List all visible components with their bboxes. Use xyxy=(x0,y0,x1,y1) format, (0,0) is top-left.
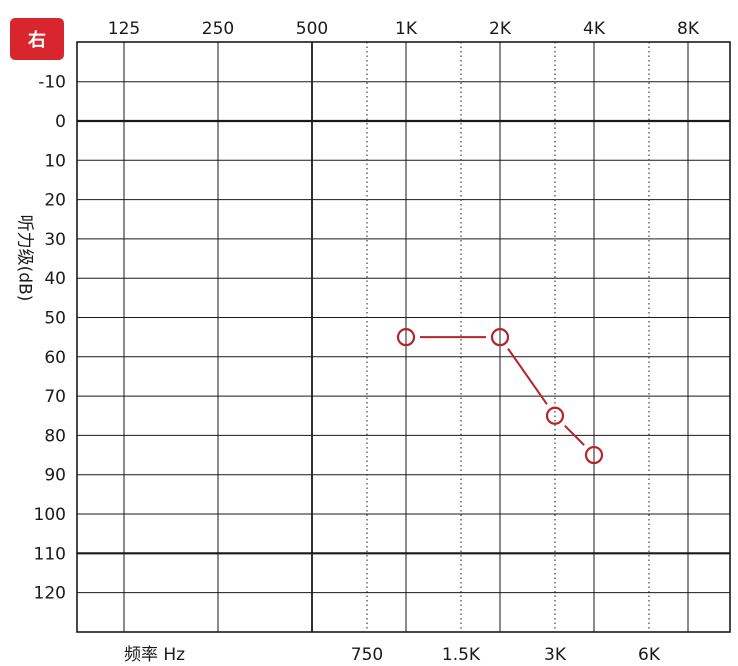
x-tick-label: 500 xyxy=(296,19,328,39)
y-tick-label: 40 xyxy=(44,269,66,289)
y-tick-label: 30 xyxy=(44,230,66,250)
x-tick-label: 1K xyxy=(395,19,418,39)
x-minor-tick-label: 1.5K xyxy=(442,645,481,665)
plot-frame xyxy=(76,41,731,633)
y-tick-label: -10 xyxy=(38,73,66,93)
x-minor-tick-label: 3K xyxy=(544,645,567,665)
x-minor-tick-label: 750 xyxy=(351,645,383,665)
y-tick-label: 100 xyxy=(34,505,66,525)
x-axis-label: 频率 Hz xyxy=(124,645,186,665)
y-tick-label: 50 xyxy=(44,309,66,329)
y-tick-label: 0 xyxy=(55,112,66,132)
y-tick-label: 90 xyxy=(44,466,66,486)
x-tick-label: 250 xyxy=(202,19,234,39)
series xyxy=(396,328,604,465)
y-tick-label: 110 xyxy=(34,544,66,564)
y-tick-label: 70 xyxy=(44,387,66,407)
data-point xyxy=(396,328,416,347)
x-minor-tick-label: 6K xyxy=(638,645,661,665)
y-tick-label: 80 xyxy=(44,426,66,446)
y-tick-label: 60 xyxy=(44,348,66,368)
y-tick-label: 10 xyxy=(44,151,66,171)
y-tick-label: 20 xyxy=(44,191,66,211)
x-tick-label: 8K xyxy=(677,19,700,39)
x-tick-label: 2K xyxy=(489,19,512,39)
data-point xyxy=(584,445,604,465)
tick-labels: -10 0 10 20 30 40 50 60 70 80 90 100 110 120 125 250 500… xyxy=(34,19,700,665)
grid xyxy=(76,41,731,633)
series-segment xyxy=(507,348,548,405)
x-tick-label: 125 xyxy=(108,19,140,39)
x-tick-label: 4K xyxy=(583,19,606,39)
data-point xyxy=(545,406,565,425)
y-tick-label: 120 xyxy=(34,584,66,604)
data-point xyxy=(490,328,510,347)
series-segment xyxy=(564,424,585,446)
ear-side-badge: 右 xyxy=(10,18,64,60)
